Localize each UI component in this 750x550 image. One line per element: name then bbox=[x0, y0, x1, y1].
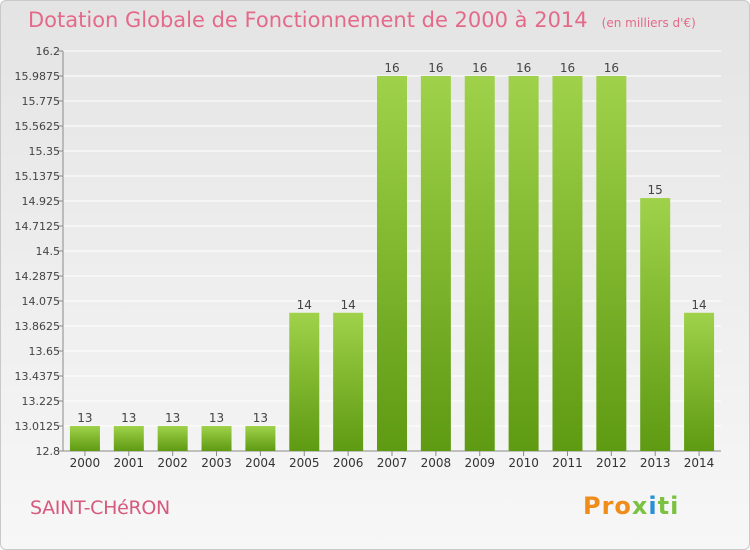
bar bbox=[640, 198, 671, 451]
bar bbox=[377, 76, 407, 451]
x-tick-label: 2001 bbox=[114, 456, 145, 470]
x-tick-label: 2005 bbox=[289, 456, 320, 470]
data-label: 14 bbox=[297, 298, 312, 312]
x-tick-label: 2010 bbox=[508, 456, 539, 470]
data-label: 13 bbox=[209, 411, 224, 425]
data-label: 16 bbox=[560, 61, 575, 75]
bar bbox=[684, 312, 715, 451]
bar bbox=[420, 76, 451, 451]
y-tick-label: 15.5625 bbox=[15, 120, 61, 133]
data-label: 16 bbox=[428, 61, 443, 75]
data-label: 16 bbox=[604, 61, 619, 75]
y-tick-label: 13.4375 bbox=[15, 370, 61, 383]
data-label: 16 bbox=[516, 61, 531, 75]
x-tick-label: 2006 bbox=[333, 456, 364, 470]
bar bbox=[245, 426, 276, 451]
bar bbox=[552, 76, 583, 451]
y-tick-label: 14.5 bbox=[36, 245, 61, 258]
proxiti-logo: Proxiti bbox=[583, 492, 680, 520]
y-tick-label: 14.2875 bbox=[15, 270, 61, 283]
y-tick-label: 13.65 bbox=[29, 345, 61, 358]
x-tick-label: 2014 bbox=[684, 456, 715, 470]
title-text: Dotation Globale de Fonctionnement de 20… bbox=[28, 8, 588, 32]
data-label: 13 bbox=[77, 411, 92, 425]
x-tick-label: 2002 bbox=[157, 456, 188, 470]
unit-label: (en milliers d'€) bbox=[601, 16, 696, 30]
x-tick-label: 2013 bbox=[640, 456, 671, 470]
bar bbox=[508, 76, 539, 451]
data-label: 16 bbox=[384, 61, 399, 75]
y-tick-label: 14.7125 bbox=[15, 220, 61, 233]
y-tick-label: 12.8 bbox=[36, 445, 61, 458]
y-tick-label: 15.9875 bbox=[15, 70, 61, 83]
y-tick-label: 15.1375 bbox=[15, 170, 61, 183]
y-tick-label: 14.075 bbox=[22, 295, 61, 308]
bar bbox=[69, 426, 100, 451]
x-tick-label: 2000 bbox=[70, 456, 101, 470]
data-label: 13 bbox=[253, 411, 268, 425]
y-tick-label: 15.35 bbox=[29, 145, 61, 158]
data-label: 13 bbox=[165, 411, 180, 425]
data-label: 14 bbox=[691, 298, 706, 312]
x-tick-label: 2003 bbox=[201, 456, 232, 470]
data-label: 15 bbox=[648, 183, 663, 197]
x-tick-label: 2004 bbox=[245, 456, 276, 470]
bar bbox=[157, 426, 188, 451]
y-tick-label: 13.8625 bbox=[15, 320, 61, 333]
data-label: 16 bbox=[472, 61, 487, 75]
bar bbox=[113, 426, 144, 451]
chart-title: Dotation Globale de Fonctionnement de 20… bbox=[28, 8, 696, 32]
bar bbox=[201, 426, 232, 451]
bar bbox=[464, 76, 495, 451]
x-tick-label: 2011 bbox=[552, 456, 583, 470]
y-tick-label: 14.925 bbox=[22, 195, 61, 208]
x-tick-label: 2007 bbox=[377, 456, 408, 470]
data-label: 14 bbox=[340, 298, 355, 312]
y-tick-label: 13.225 bbox=[22, 395, 61, 408]
x-tick-label: 2008 bbox=[421, 456, 452, 470]
y-tick-label: 16.2 bbox=[36, 45, 61, 58]
x-tick-label: 2012 bbox=[596, 456, 627, 470]
bar bbox=[596, 76, 627, 451]
bar bbox=[333, 312, 364, 451]
bar bbox=[289, 312, 320, 451]
x-tick-label: 2009 bbox=[464, 456, 495, 470]
commune-name: SAINT-CHéRON bbox=[30, 497, 170, 519]
y-tick-label: 13.0125 bbox=[15, 420, 61, 433]
data-label: 13 bbox=[121, 411, 136, 425]
y-tick-label: 15.775 bbox=[22, 95, 61, 108]
